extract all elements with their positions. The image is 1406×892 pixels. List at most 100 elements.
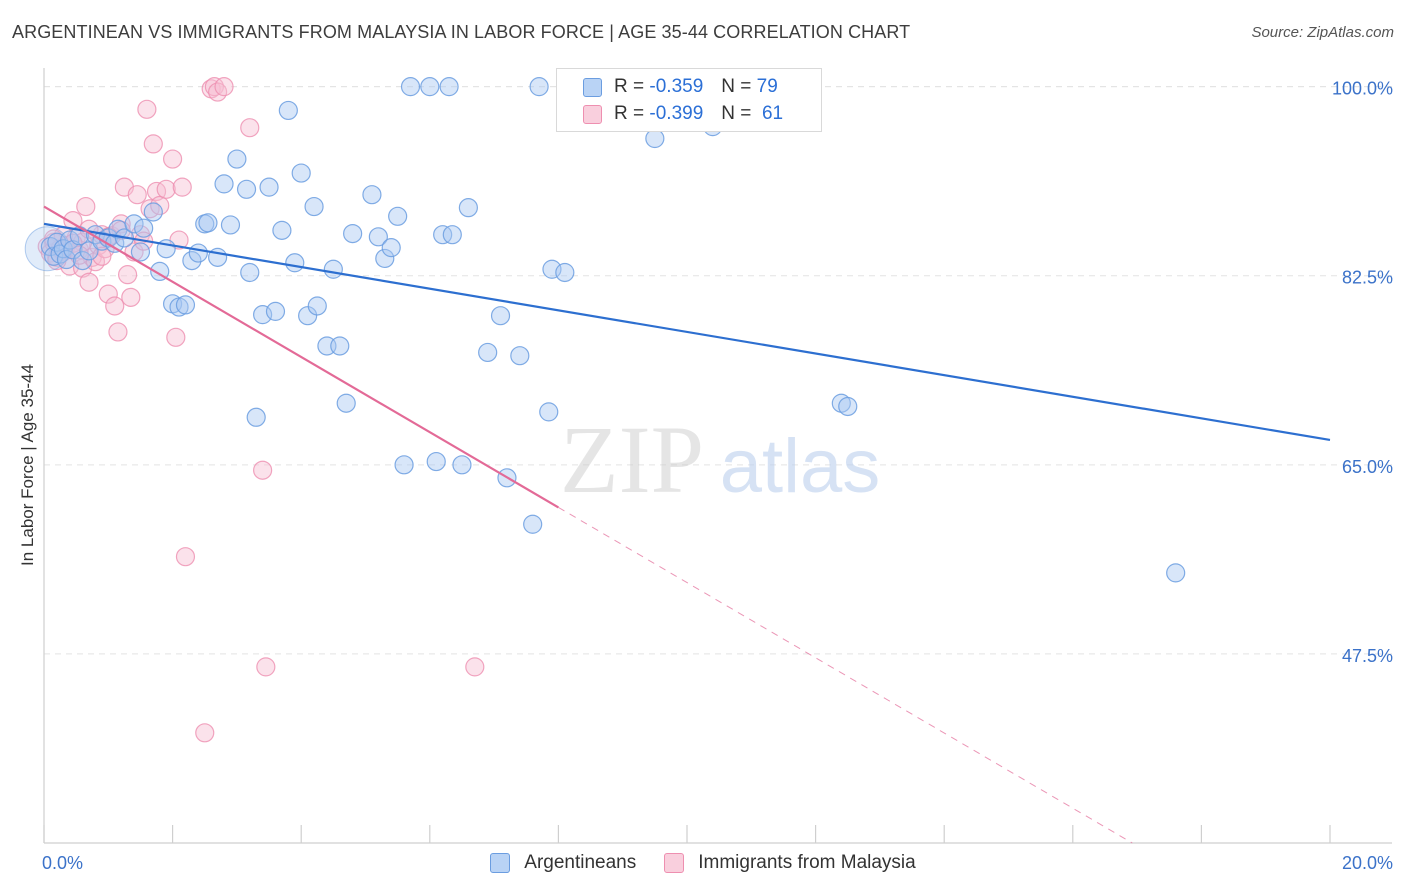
trend-lines (43, 205, 1331, 844)
argentinean-point (63, 240, 83, 260)
legend-item-argentineans[interactable]: Argentineans (490, 852, 636, 874)
argentinean-point (323, 259, 343, 279)
argentinean-point (220, 215, 241, 235)
legend-swatch-blue (490, 853, 511, 873)
argentinean-point (182, 251, 202, 271)
legend-r-value-argentineans: -0.359 (649, 76, 704, 97)
legend-n-label: N = (721, 76, 752, 97)
argentinean-point (452, 455, 472, 475)
argentinean-point (291, 163, 311, 183)
argentinean-point (433, 225, 453, 245)
argentinean-point (278, 100, 298, 121)
argentinean-point (458, 198, 478, 218)
legend-item-malaysia[interactable]: Immigrants from Malaysia (664, 852, 916, 874)
argentinean-point (214, 174, 234, 194)
malaysia-point (156, 179, 176, 199)
legend-n-label: N = (721, 103, 752, 124)
argentinean-point (510, 346, 530, 366)
legend-r-value-malaysia: -0.399 (649, 103, 704, 124)
argentinean-point (442, 225, 462, 245)
argentinean-point (298, 306, 318, 326)
legend-label-malaysia: Immigrants from Malaysia (698, 852, 916, 873)
y-tick-label: 82.5% (1342, 268, 1393, 288)
malaysia-point (117, 265, 138, 285)
malaysia-point (208, 82, 228, 102)
malaysia-point (195, 723, 215, 743)
malaysia-point (98, 284, 118, 304)
argentinean-point (400, 77, 421, 97)
legend-swatch-pink (664, 853, 685, 873)
argentinean-point (388, 206, 408, 226)
x-tick-label: 20.0% (1342, 853, 1393, 873)
malaysia-point (137, 99, 157, 119)
argentinean-point (265, 301, 286, 321)
malaysia-point (240, 118, 260, 138)
argentinean-point (330, 336, 350, 356)
argentinean-point (272, 220, 292, 240)
malaysia-point (253, 460, 273, 480)
argentinean-point (368, 227, 388, 247)
argentinean-point (198, 213, 218, 233)
malaysia-point (214, 77, 234, 97)
argentinean-point (838, 396, 858, 417)
axes (43, 68, 1392, 844)
malaysia-point (166, 327, 186, 347)
argentinean-point (394, 455, 414, 475)
y-tick-label: 47.5% (1342, 646, 1393, 666)
argentinean-point (439, 77, 459, 97)
legend-r-label: R = (614, 103, 645, 124)
legend-swatch-blue (583, 77, 602, 97)
malaysia-point (172, 177, 192, 197)
correlation-legend: R = -0.359 N = 79 R = -0.399 N = 61 (556, 68, 822, 132)
argentinean-point (426, 451, 446, 472)
chart-title: ARGENTINEAN VS IMMIGRANTS FROM MALAYSIA … (12, 22, 911, 42)
argentinean-point (362, 185, 382, 205)
malaysia-point (108, 322, 128, 342)
argentinean-point (124, 214, 144, 234)
argentinean-points (24, 77, 1186, 583)
argentinean-point (188, 243, 208, 263)
legend-label-argentineans: Argentineans (524, 852, 637, 873)
argentinean-point (72, 251, 93, 271)
argentinean-point (175, 295, 196, 315)
tick-labels: 47.5% 65.0% 82.5% 100.0% 0.0% 20.0% (42, 79, 1393, 873)
argentinean-point (56, 249, 77, 270)
argentinean-point (134, 218, 154, 238)
argentinean-point (336, 393, 356, 413)
argentinean-point (375, 248, 395, 269)
gridlines (44, 86, 1392, 655)
y-axis-label: In Labor Force | Age 35-44 (18, 364, 37, 566)
malaysia-point (121, 287, 141, 307)
argentinean-point (285, 253, 305, 273)
argentinean-point (555, 262, 575, 283)
y-tick-label: 100.0% (1332, 79, 1393, 99)
malaysia-point (127, 185, 147, 205)
argentinean-point (143, 202, 163, 222)
series-legend: Argentineans Immigrants from Malaysia (0, 852, 1406, 874)
malaysia-point (465, 657, 485, 677)
argentinean-point (1166, 563, 1186, 583)
argentinean-point (304, 196, 324, 217)
argentinean-point (420, 77, 440, 97)
argentinean-point (259, 177, 279, 197)
argentinean-point (478, 342, 498, 363)
argentinean-point (50, 244, 70, 264)
x-tick-label: 0.0% (42, 853, 83, 873)
malaysia-point (163, 149, 183, 169)
malaysia-trend-extension (558, 506, 1133, 844)
watermark-zip: ZIP (560, 406, 704, 513)
argentinean-point (227, 149, 247, 169)
argentinean-point (130, 242, 151, 262)
malaysia-point (204, 77, 224, 97)
malaysia-point (63, 233, 83, 253)
malaysia-point (79, 272, 99, 292)
malaysia-point (143, 134, 163, 154)
argentinean-point (307, 296, 327, 316)
malaysia-point (105, 296, 125, 316)
malaysia-point (175, 547, 196, 567)
watermark: ZIP atlas (560, 406, 880, 513)
argentinean-point (523, 514, 543, 534)
argentinean-trend-line (43, 222, 1331, 442)
argentinean-point (343, 223, 363, 244)
